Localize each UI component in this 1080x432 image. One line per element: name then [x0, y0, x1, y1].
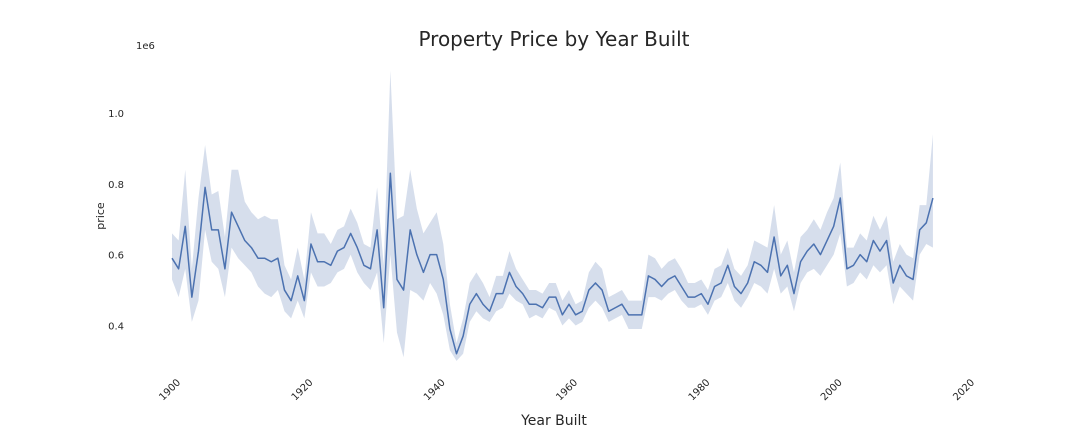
- x-axis-label: Year Built: [520, 413, 587, 429]
- y-tick-labels: 0.4 0.6 0.8 1.0: [108, 109, 124, 332]
- plot-area: [171, 70, 934, 361]
- x-tick-label: 1980: [687, 377, 713, 403]
- x-tick-label: 1900: [157, 377, 183, 403]
- y-tick-label: 1.0: [108, 109, 124, 120]
- y-tick-label: 0.8: [108, 180, 124, 191]
- x-tick-label: 2000: [819, 377, 845, 403]
- y-axis-label: price: [94, 202, 107, 230]
- x-tick-labels: 1900 1920 1940 1960 1980 2000 2020: [157, 377, 977, 403]
- chart-title: Property Price by Year Built: [418, 27, 689, 51]
- x-tick-label: 1940: [422, 377, 448, 403]
- x-tick-label: 1920: [290, 377, 316, 403]
- y-tick-label: 0.4: [108, 321, 124, 332]
- series-line: [171, 172, 934, 355]
- x-tick-label: 2020: [951, 377, 977, 403]
- confidence-band: [172, 70, 933, 361]
- y-offset-label: 1e6: [136, 41, 155, 52]
- x-tick-label: 1960: [554, 377, 580, 403]
- y-tick-label: 0.6: [108, 251, 124, 262]
